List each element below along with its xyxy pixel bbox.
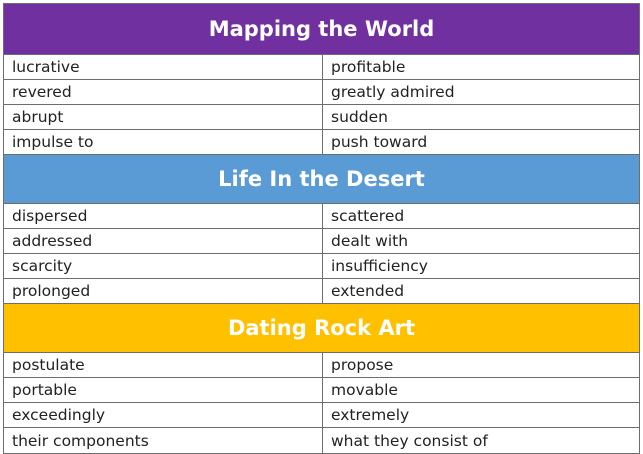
- definition-cell: profitable: [331, 58, 406, 76]
- table-row: abrupt sudden: [4, 105, 639, 130]
- section-header-mapping-the-world: Mapping the World: [4, 4, 639, 55]
- term-cell: lucrative: [4, 55, 323, 79]
- term-cell: abrupt: [4, 105, 323, 129]
- table-row: portable movable: [4, 378, 639, 403]
- term-cell: portable: [4, 378, 323, 402]
- term-cell: scarcity: [4, 254, 323, 278]
- term-cell: dispersed: [4, 204, 323, 228]
- table-row: revered greatly admired: [4, 80, 639, 105]
- definition-cell: movable: [331, 381, 398, 399]
- term-cell: their components: [4, 428, 323, 453]
- definition-cell: greatly admired: [331, 83, 455, 101]
- definition-cell: scattered: [331, 207, 405, 225]
- definition-cell: extended: [331, 282, 405, 300]
- table-row: addressed dealt with: [4, 229, 639, 254]
- table-row: impulse to push toward: [4, 130, 639, 155]
- table-row: prolonged extended: [4, 279, 639, 304]
- term-cell: postulate: [4, 353, 323, 377]
- definition-cell: extremely: [331, 406, 410, 424]
- definition-cell: what they consist of: [331, 431, 488, 450]
- term-cell: prolonged: [4, 279, 323, 303]
- term-cell: addressed: [4, 229, 323, 253]
- table-row: lucrative profitable: [4, 55, 639, 80]
- term-cell: impulse to: [4, 130, 323, 154]
- definition-cell: dealt with: [331, 232, 409, 250]
- section-header-life-in-the-desert: Life In the Desert: [4, 155, 639, 204]
- table-row: dispersed scattered: [4, 204, 639, 229]
- term-cell: exceedingly: [4, 403, 323, 427]
- definition-cell: sudden: [331, 108, 388, 126]
- term-cell: revered: [4, 80, 323, 104]
- definition-cell: propose: [331, 356, 394, 374]
- table-row: their components what they consist of: [4, 428, 639, 453]
- section-header-dating-rock-art: Dating Rock Art: [4, 304, 639, 353]
- table-row: postulate propose: [4, 353, 639, 378]
- table-row: exceedingly extremely: [4, 403, 639, 428]
- definition-cell: insufficiency: [331, 257, 428, 275]
- vocabulary-table: Mapping the World lucrative profitable r…: [3, 3, 640, 454]
- definition-cell: push toward: [331, 133, 428, 151]
- table-row: scarcity insufficiency: [4, 254, 639, 279]
